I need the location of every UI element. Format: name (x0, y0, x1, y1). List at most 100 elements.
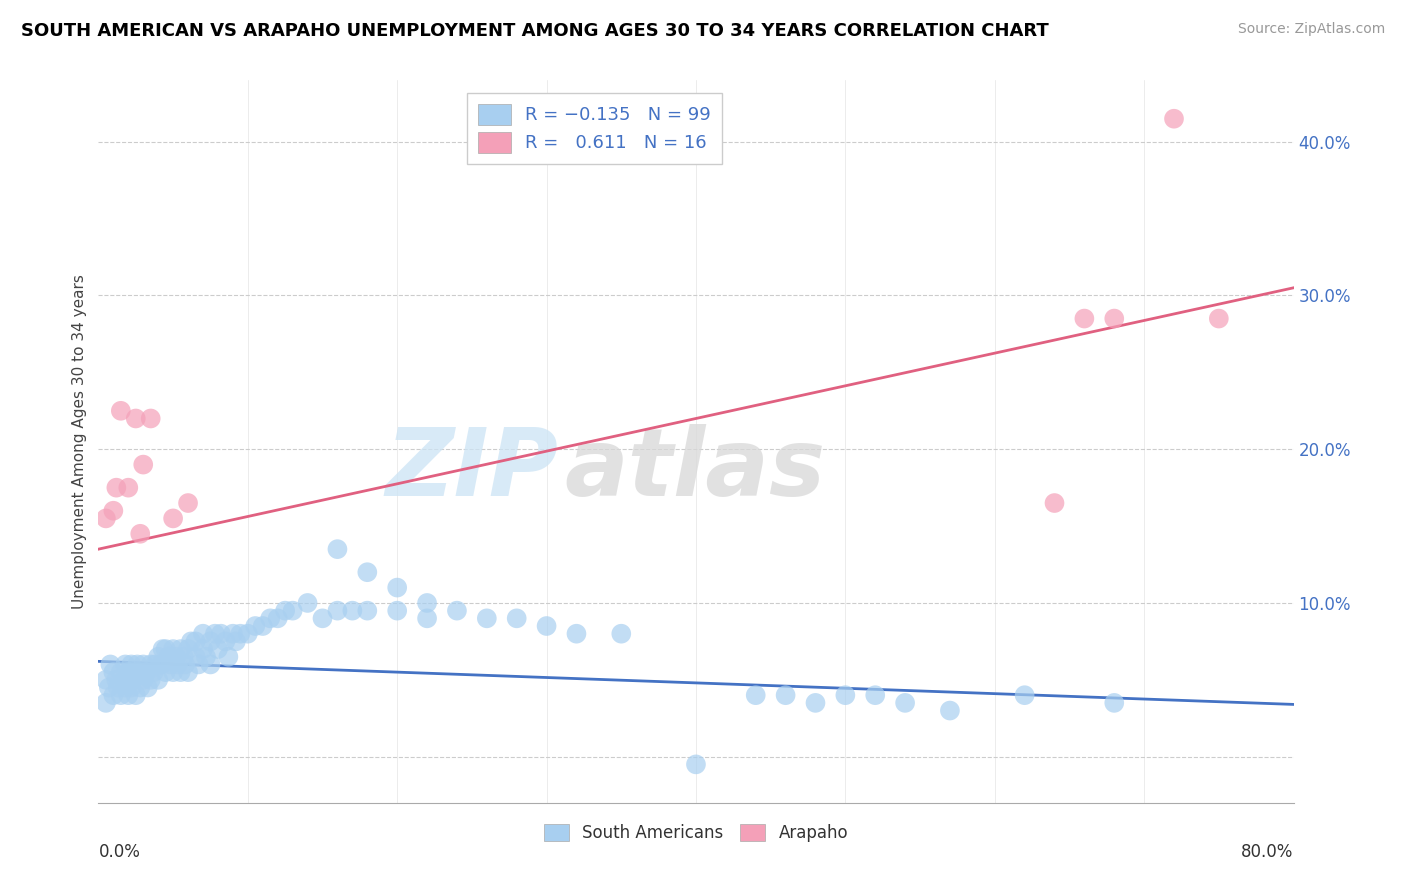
Point (159, 657, 181, 672)
Point (222, 626, 245, 640)
Point (187, 657, 209, 672)
Text: Source: ZipAtlas.com: Source: ZipAtlas.com (1237, 22, 1385, 37)
Point (1073, 311, 1095, 326)
Point (117, 481, 139, 495)
Text: 80.0%: 80.0% (1241, 843, 1294, 861)
Point (356, 565, 378, 579)
Point (207, 642, 229, 657)
Point (191, 626, 214, 640)
Text: ZIP: ZIP (385, 425, 558, 516)
Point (142, 665, 165, 680)
Point (94, 673, 117, 687)
Point (173, 649, 195, 664)
Point (177, 496, 200, 510)
Point (139, 411, 162, 425)
Point (135, 665, 157, 680)
Text: 0.0%: 0.0% (98, 843, 141, 861)
Point (132, 673, 155, 687)
Point (125, 665, 148, 680)
Point (229, 626, 252, 640)
Point (200, 657, 222, 672)
Point (834, 688, 856, 702)
Y-axis label: Unemployment Among Ages 30 to 34 years: Unemployment Among Ages 30 to 34 years (72, 274, 87, 609)
Point (685, 757, 707, 772)
Point (129, 526, 152, 541)
Legend: South Americans, Arapaho: South Americans, Arapaho (537, 817, 855, 848)
Point (105, 481, 128, 495)
Point (214, 634, 236, 648)
Point (110, 688, 132, 702)
Point (162, 642, 184, 657)
Point (775, 688, 797, 702)
Point (107, 681, 129, 695)
Point (152, 642, 174, 657)
Point (342, 604, 364, 618)
Point (150, 657, 173, 672)
Point (804, 696, 827, 710)
Point (125, 411, 148, 425)
Point (97, 681, 120, 695)
Point (94, 696, 117, 710)
Point (475, 611, 498, 625)
Point (1208, 311, 1230, 326)
Point (155, 665, 177, 680)
Point (129, 665, 152, 680)
Point (98, 657, 122, 672)
Point (252, 619, 274, 633)
Point (939, 704, 962, 718)
Point (132, 458, 155, 472)
Point (506, 611, 529, 625)
Point (356, 604, 378, 618)
Point (1104, 311, 1126, 326)
Point (110, 404, 132, 418)
Point (166, 657, 188, 672)
Point (565, 626, 588, 640)
Point (1104, 696, 1126, 710)
Point (385, 581, 409, 595)
Point (274, 604, 297, 618)
Point (446, 604, 468, 618)
Point (1043, 496, 1066, 510)
Point (204, 626, 226, 640)
Point (162, 665, 184, 680)
Point (148, 673, 170, 687)
Point (127, 657, 149, 672)
Point (297, 596, 319, 610)
Point (94, 511, 117, 525)
Point (326, 542, 349, 557)
Point (110, 665, 132, 680)
Point (416, 611, 439, 625)
Point (1014, 688, 1036, 702)
Point (120, 681, 142, 695)
Point (136, 681, 159, 695)
Point (200, 634, 222, 648)
Point (114, 681, 136, 695)
Point (114, 657, 136, 672)
Point (177, 642, 200, 657)
Point (125, 688, 148, 702)
Text: SOUTH AMERICAN VS ARAPAHO UNEMPLOYMENT AMONG AGES 30 TO 34 YEARS CORRELATION CHA: SOUTH AMERICAN VS ARAPAHO UNEMPLOYMENT A… (21, 22, 1049, 40)
Point (536, 619, 558, 633)
Point (121, 673, 143, 687)
Point (184, 649, 207, 664)
Point (281, 604, 304, 618)
Point (267, 611, 290, 625)
Point (184, 634, 207, 648)
Point (169, 642, 191, 657)
Point (610, 626, 633, 640)
Point (157, 649, 180, 664)
Point (177, 665, 200, 680)
Point (174, 657, 197, 672)
Point (259, 611, 281, 625)
Point (143, 657, 166, 672)
Point (225, 634, 247, 648)
Point (132, 657, 155, 672)
Point (103, 688, 125, 702)
Point (1163, 112, 1185, 126)
Point (148, 649, 170, 664)
Point (155, 642, 177, 657)
Point (162, 511, 184, 525)
Point (169, 665, 191, 680)
Point (103, 504, 125, 518)
Point (894, 696, 917, 710)
